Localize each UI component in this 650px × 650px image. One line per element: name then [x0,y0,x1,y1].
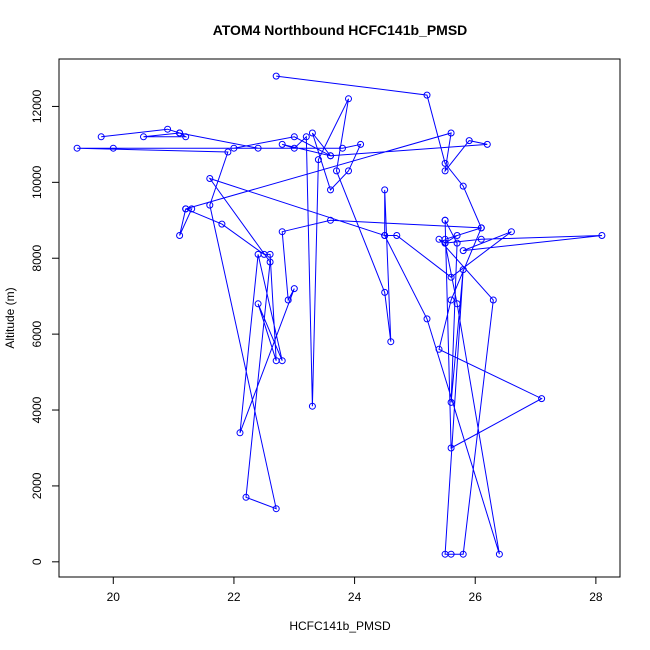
data-point [314,156,322,164]
data-point [447,550,455,558]
data-series [73,72,606,558]
data-point [164,125,172,133]
data-point [453,300,461,308]
x-tick-label: 28 [589,590,603,604]
y-tick-label: 8000 [30,245,44,272]
data-point [441,239,449,247]
data-point [182,205,190,213]
data-point [73,144,81,152]
y-axis-label: Altitude (m) [3,287,17,348]
data-point [441,235,449,243]
data-point [453,239,461,247]
data-point [345,95,352,103]
data-point [495,550,503,558]
data-point [302,133,310,141]
data-point [489,296,497,304]
data-point [477,224,485,232]
data-point [465,137,473,145]
data-point [447,273,455,281]
data-point [266,258,274,266]
data-point [97,133,105,141]
data-point [459,247,467,255]
x-tick-label: 22 [227,590,241,604]
y-axis: 0 2000 4000 6000 8000 10000 12000 [30,89,60,565]
data-point [447,444,455,452]
data-point [441,159,449,167]
data-point [459,182,467,190]
data-point [272,505,280,513]
data-point [441,216,449,224]
data-point [327,186,334,194]
data-point [218,220,226,228]
data-point [477,235,485,243]
data-point [393,232,401,239]
x-tick-label: 26 [469,590,483,604]
data-point [176,129,184,137]
y-tick-label: 6000 [30,320,44,347]
data-point [441,167,449,175]
data-point [278,228,286,236]
y-tick-label: 0 [30,558,44,565]
data-point [381,288,389,296]
data-point [308,129,316,137]
data-point [254,250,262,258]
data-point [345,167,352,175]
data-point [327,152,334,160]
chart-title: ATOM4 Northbound HCFC141b_PMSD [213,22,468,38]
data-point [308,402,316,410]
data-point [140,133,147,141]
series-line [77,75,602,555]
data-point [254,144,262,152]
data-point [254,300,262,308]
x-axis: 20 22 24 26 28 [107,576,603,604]
data-point [182,133,190,141]
data-point [278,357,286,365]
data-point [423,91,431,99]
data-point [109,144,117,152]
data-point [206,201,214,209]
data-point [459,550,467,558]
data-point [176,232,184,239]
data-point [447,296,455,304]
data-point [453,232,461,239]
data-point [483,140,491,148]
y-tick-label: 10000 [30,165,44,199]
data-point [290,144,298,152]
y-tick-label: 4000 [30,396,44,423]
data-point [447,398,455,406]
data-point [266,250,274,258]
data-point [339,144,346,152]
data-point [224,148,232,156]
data-point [447,129,455,137]
data-point [230,144,238,152]
y-tick-label: 12000 [30,89,44,123]
x-axis-label: HCFC141b_PMSD [289,619,391,633]
data-point [357,140,365,148]
data-point [423,315,431,323]
data-point [290,285,298,293]
data-point [598,232,606,239]
data-point [507,228,515,236]
data-point [242,493,250,501]
data-point [387,338,395,346]
data-point [381,186,389,194]
data-point [290,133,298,141]
data-point [284,296,292,304]
data-point [206,175,214,182]
data-point [327,216,334,224]
data-point [459,266,467,274]
x-tick-label: 24 [348,590,362,604]
y-tick-label: 2000 [30,472,44,499]
data-point [272,72,280,80]
data-point [381,232,389,239]
x-tick-label: 20 [107,590,121,604]
data-point [236,429,244,437]
data-point [278,140,286,148]
data-point [333,167,340,175]
data-point [435,345,443,353]
data-point [538,395,546,403]
